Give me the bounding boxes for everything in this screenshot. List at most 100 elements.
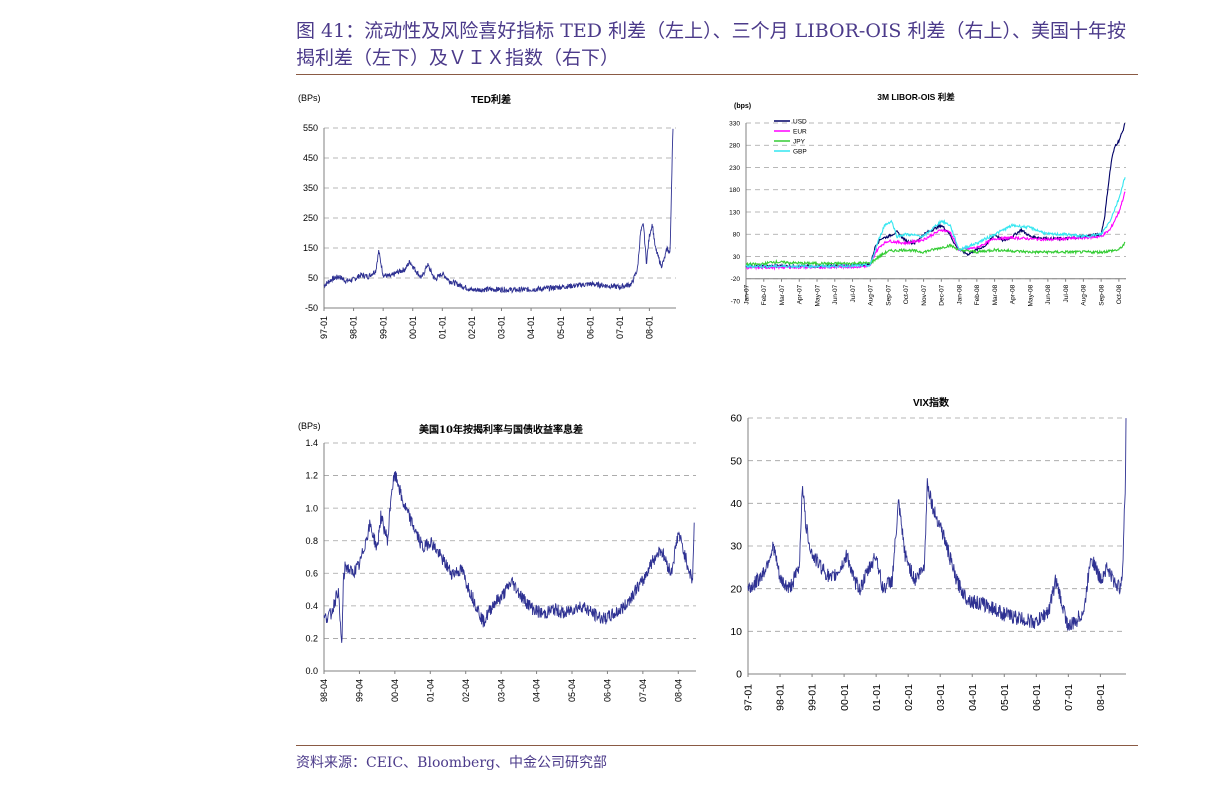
series-line-gbp bbox=[745, 177, 1126, 270]
x-tick-label: May-08 bbox=[1027, 284, 1034, 306]
y-tick-label: 450 bbox=[303, 153, 318, 163]
series-line-main bbox=[323, 471, 695, 643]
x-tick-label: Sep-07 bbox=[885, 284, 892, 305]
x-tick-label: 03-01 bbox=[497, 316, 507, 339]
y-tick-label: 280 bbox=[729, 143, 740, 150]
x-tick-label: Feb-07 bbox=[761, 284, 768, 305]
x-tick-label: 04-01 bbox=[967, 684, 979, 711]
x-tick-label: 99-04 bbox=[355, 679, 365, 702]
x-tick-label: 97-01 bbox=[319, 316, 329, 339]
unit-label: (bps) bbox=[734, 103, 751, 110]
x-tick-label: Oct-07 bbox=[903, 284, 910, 304]
y-tick-label: 1.0 bbox=[305, 503, 318, 513]
series-line-main bbox=[747, 418, 1127, 631]
y-axis: -50 50 150 250 350 450 550 bbox=[303, 123, 676, 313]
x-tick-label: Apr-08 bbox=[1010, 284, 1017, 304]
x-tick-label: Feb-08 bbox=[974, 284, 981, 305]
legend: USD EUR JPY GBP bbox=[774, 119, 807, 156]
legend-label: JPY bbox=[793, 139, 806, 146]
x-tick-label: 07-01 bbox=[1063, 684, 1075, 711]
series-line-jpy bbox=[745, 241, 1126, 268]
x-tick-label: Jan-07 bbox=[743, 284, 750, 304]
y-tick-label: 250 bbox=[303, 213, 318, 223]
series-group bbox=[323, 128, 674, 294]
y-tick-label: 230 bbox=[729, 165, 740, 172]
x-tick-label: 05-01 bbox=[999, 684, 1011, 711]
legend-label: GBP bbox=[793, 149, 807, 156]
y-tick-label: 550 bbox=[303, 123, 318, 133]
y-tick-label: -20 bbox=[731, 276, 741, 283]
source-note: 资料来源：CEIC、Bloomberg、中金公司研究部 bbox=[296, 755, 607, 771]
x-tick-label: 98-01 bbox=[349, 316, 359, 339]
x-tick-label: 07-01 bbox=[615, 316, 625, 339]
y-tick-label: 50 bbox=[730, 455, 742, 467]
x-tick-label: 04-01 bbox=[526, 316, 536, 339]
x-tick-label: 07-04 bbox=[638, 679, 648, 702]
x-tick-label: 99-01 bbox=[378, 316, 388, 339]
y-tick-label: 330 bbox=[729, 120, 740, 127]
x-tick-label: 05-01 bbox=[556, 316, 566, 339]
y-axis: 0.0 0.2 0.4 0.6 0.8 1.0 1.2 1.4 bbox=[305, 438, 696, 676]
y-tick-label: -70 bbox=[731, 298, 741, 305]
chart-title: TED利差 bbox=[471, 93, 511, 106]
y-tick-label: 0.0 bbox=[305, 666, 318, 676]
y-axis: 0 10 20 30 40 50 60 bbox=[730, 413, 1126, 681]
x-tick-label: Sep-08 bbox=[1098, 284, 1105, 305]
x-tick-label: Aug-07 bbox=[868, 284, 875, 305]
unit-label: (BPs) bbox=[298, 421, 321, 431]
x-tick-label: 98-04 bbox=[319, 679, 329, 702]
series-group bbox=[323, 471, 695, 643]
y-axis: -70 -20 30 80 130 180 230 280 330 bbox=[729, 120, 1126, 305]
y-tick-label: 40 bbox=[730, 498, 742, 510]
y-tick-label: 180 bbox=[729, 187, 740, 194]
x-tick-label: 97-01 bbox=[743, 684, 755, 711]
x-axis: 97-01 98-01 99-01 00-01 01-01 02-01 03-01 04-01… bbox=[743, 674, 1107, 711]
x-tick-label: 03-04 bbox=[496, 679, 506, 702]
x-tick-label: 00-01 bbox=[839, 684, 851, 711]
y-tick-label: 150 bbox=[303, 243, 318, 253]
x-tick-label: 98-01 bbox=[775, 684, 787, 711]
x-tick-label: Oct-08 bbox=[1116, 284, 1123, 304]
y-tick-label: 50 bbox=[308, 273, 318, 283]
series-group bbox=[747, 418, 1127, 631]
libor-ois-chart: 3M LIBOR-OIS 利差 (bps) -70 -20 30 80 130 180 23… bbox=[729, 92, 1126, 306]
x-tick-label: 06-01 bbox=[585, 316, 595, 339]
y-tick-label: 0.2 bbox=[305, 634, 318, 644]
unit-label: (BPs) bbox=[298, 93, 321, 103]
x-tick-label: 01-01 bbox=[437, 316, 447, 339]
title-divider bbox=[296, 74, 1138, 75]
y-tick-label: 60 bbox=[730, 413, 742, 425]
figure-title-line1: 图 41：流动性及风险喜好指标 TED 利差（左上）、三个月 LIBOR-OIS… bbox=[296, 20, 1126, 42]
x-tick-label: 08-01 bbox=[1095, 684, 1107, 711]
x-tick-label: 04-04 bbox=[532, 679, 542, 702]
y-tick-label: 30 bbox=[733, 254, 741, 261]
series-line-main bbox=[323, 128, 674, 294]
y-tick-label: 10 bbox=[730, 626, 742, 638]
x-tick-label: 06-01 bbox=[1031, 684, 1043, 711]
x-tick-label: May-07 bbox=[814, 284, 821, 306]
x-tick-label: 02-01 bbox=[903, 684, 915, 711]
x-tick-label: 01-01 bbox=[871, 684, 883, 711]
legend-label: USD bbox=[793, 119, 807, 126]
x-tick-label: Mar-08 bbox=[992, 284, 999, 305]
chart-title: 3M LIBOR-OIS 利差 bbox=[877, 92, 955, 102]
y-tick-label: 1.2 bbox=[305, 471, 318, 481]
x-tick-label: 99-01 bbox=[807, 684, 819, 711]
y-tick-label: 350 bbox=[303, 183, 318, 193]
mortgage-spread-chart: 美国10年按揭利率与国债收益率息差 (BPs) 0.0 0.2 0.4 0.6 0.8 1… bbox=[298, 421, 696, 702]
x-tick-label: 05-04 bbox=[567, 679, 577, 702]
x-tick-label: 02-01 bbox=[467, 316, 477, 339]
x-tick-label: 00-01 bbox=[408, 316, 418, 339]
x-tick-label: 03-01 bbox=[935, 684, 947, 711]
x-axis: Jan-07 Feb-07 Mar-07 Apr-07 May-07 Jun-07 Jul-… bbox=[743, 278, 1123, 306]
legend-label: EUR bbox=[793, 129, 807, 136]
chart-title: 美国10年按揭利率与国债收益率息差 bbox=[419, 423, 583, 436]
x-tick-label: 06-04 bbox=[603, 679, 613, 702]
x-tick-label: Dec-07 bbox=[939, 284, 946, 305]
y-tick-label: 0 bbox=[736, 669, 742, 681]
y-tick-label: 0.8 bbox=[305, 536, 318, 546]
y-tick-label: 20 bbox=[730, 583, 742, 595]
x-tick-label: Jan-08 bbox=[956, 284, 963, 304]
y-tick-label: 130 bbox=[729, 209, 740, 216]
x-tick-label: 08-01 bbox=[645, 316, 655, 339]
